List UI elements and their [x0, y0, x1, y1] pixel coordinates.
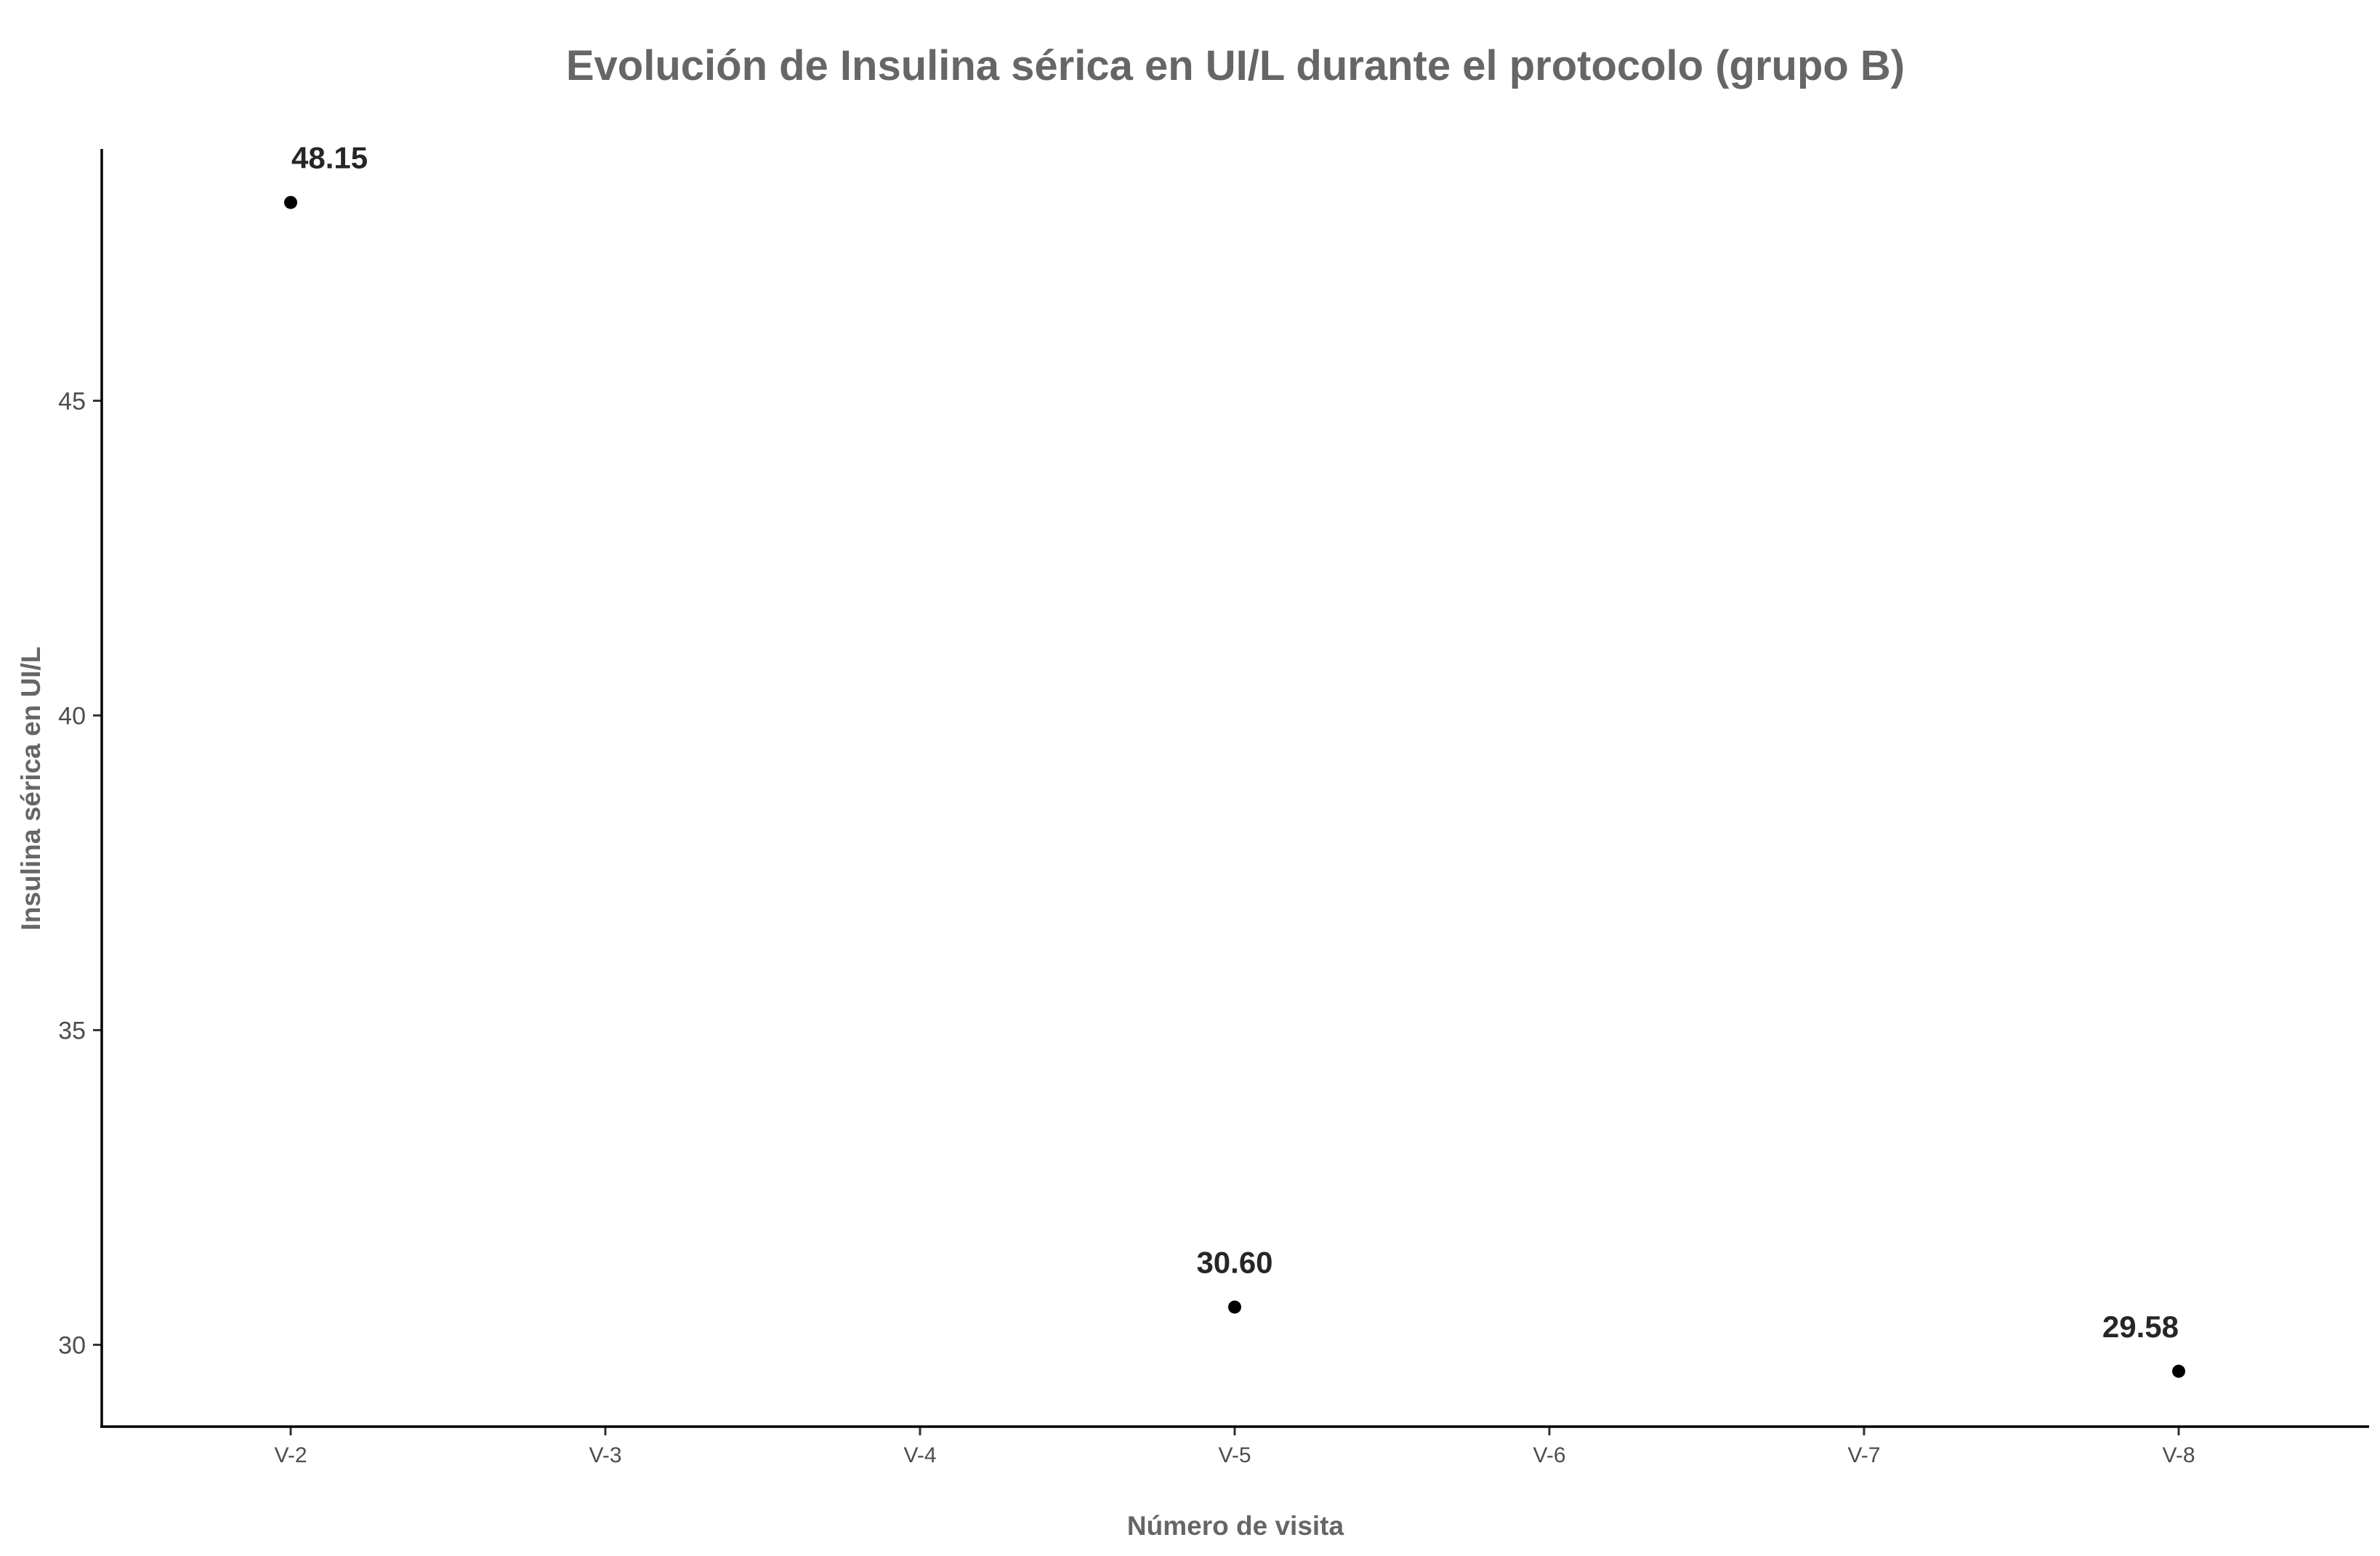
x-tick-label-V-4: V-4: [903, 1443, 936, 1467]
data-point-V-5: [1228, 1300, 1241, 1314]
plot-area: 30 35 40 45 V-2 V-3 V-4 V-5 V-6 V-7 V-8 48.15 30.60 2…: [58, 141, 2195, 1467]
chart-title: Evolución de Insulina sérica en UI/L dur…: [566, 42, 1905, 89]
x-tick-label-V-6: V-6: [1533, 1443, 1565, 1467]
x-tick-label-V-3: V-3: [589, 1443, 621, 1467]
data-label-V-5: 30.60: [1196, 1245, 1272, 1279]
y-tick-label-40: 40: [58, 702, 86, 730]
x-tick-label-V-8: V-8: [2162, 1443, 2195, 1467]
y-tick-label-45: 45: [58, 387, 86, 415]
data-label-V-2: 48.15: [291, 141, 368, 175]
y-tick-label-35: 35: [58, 1017, 86, 1044]
data-point-V-8: [2172, 1364, 2185, 1378]
y-tick-label-30: 30: [58, 1331, 86, 1359]
x-tick-label-V-7: V-7: [1847, 1443, 1880, 1467]
x-tick-label-V-5: V-5: [1218, 1443, 1251, 1467]
y-axis-title: Insulina sérica en UI/L: [16, 647, 46, 931]
data-label-V-8: 29.58: [2102, 1310, 2179, 1344]
x-tick-label-V-2: V-2: [274, 1443, 307, 1467]
data-point-V-2: [284, 195, 297, 209]
x-axis-title: Número de visita: [1127, 1511, 1344, 1541]
